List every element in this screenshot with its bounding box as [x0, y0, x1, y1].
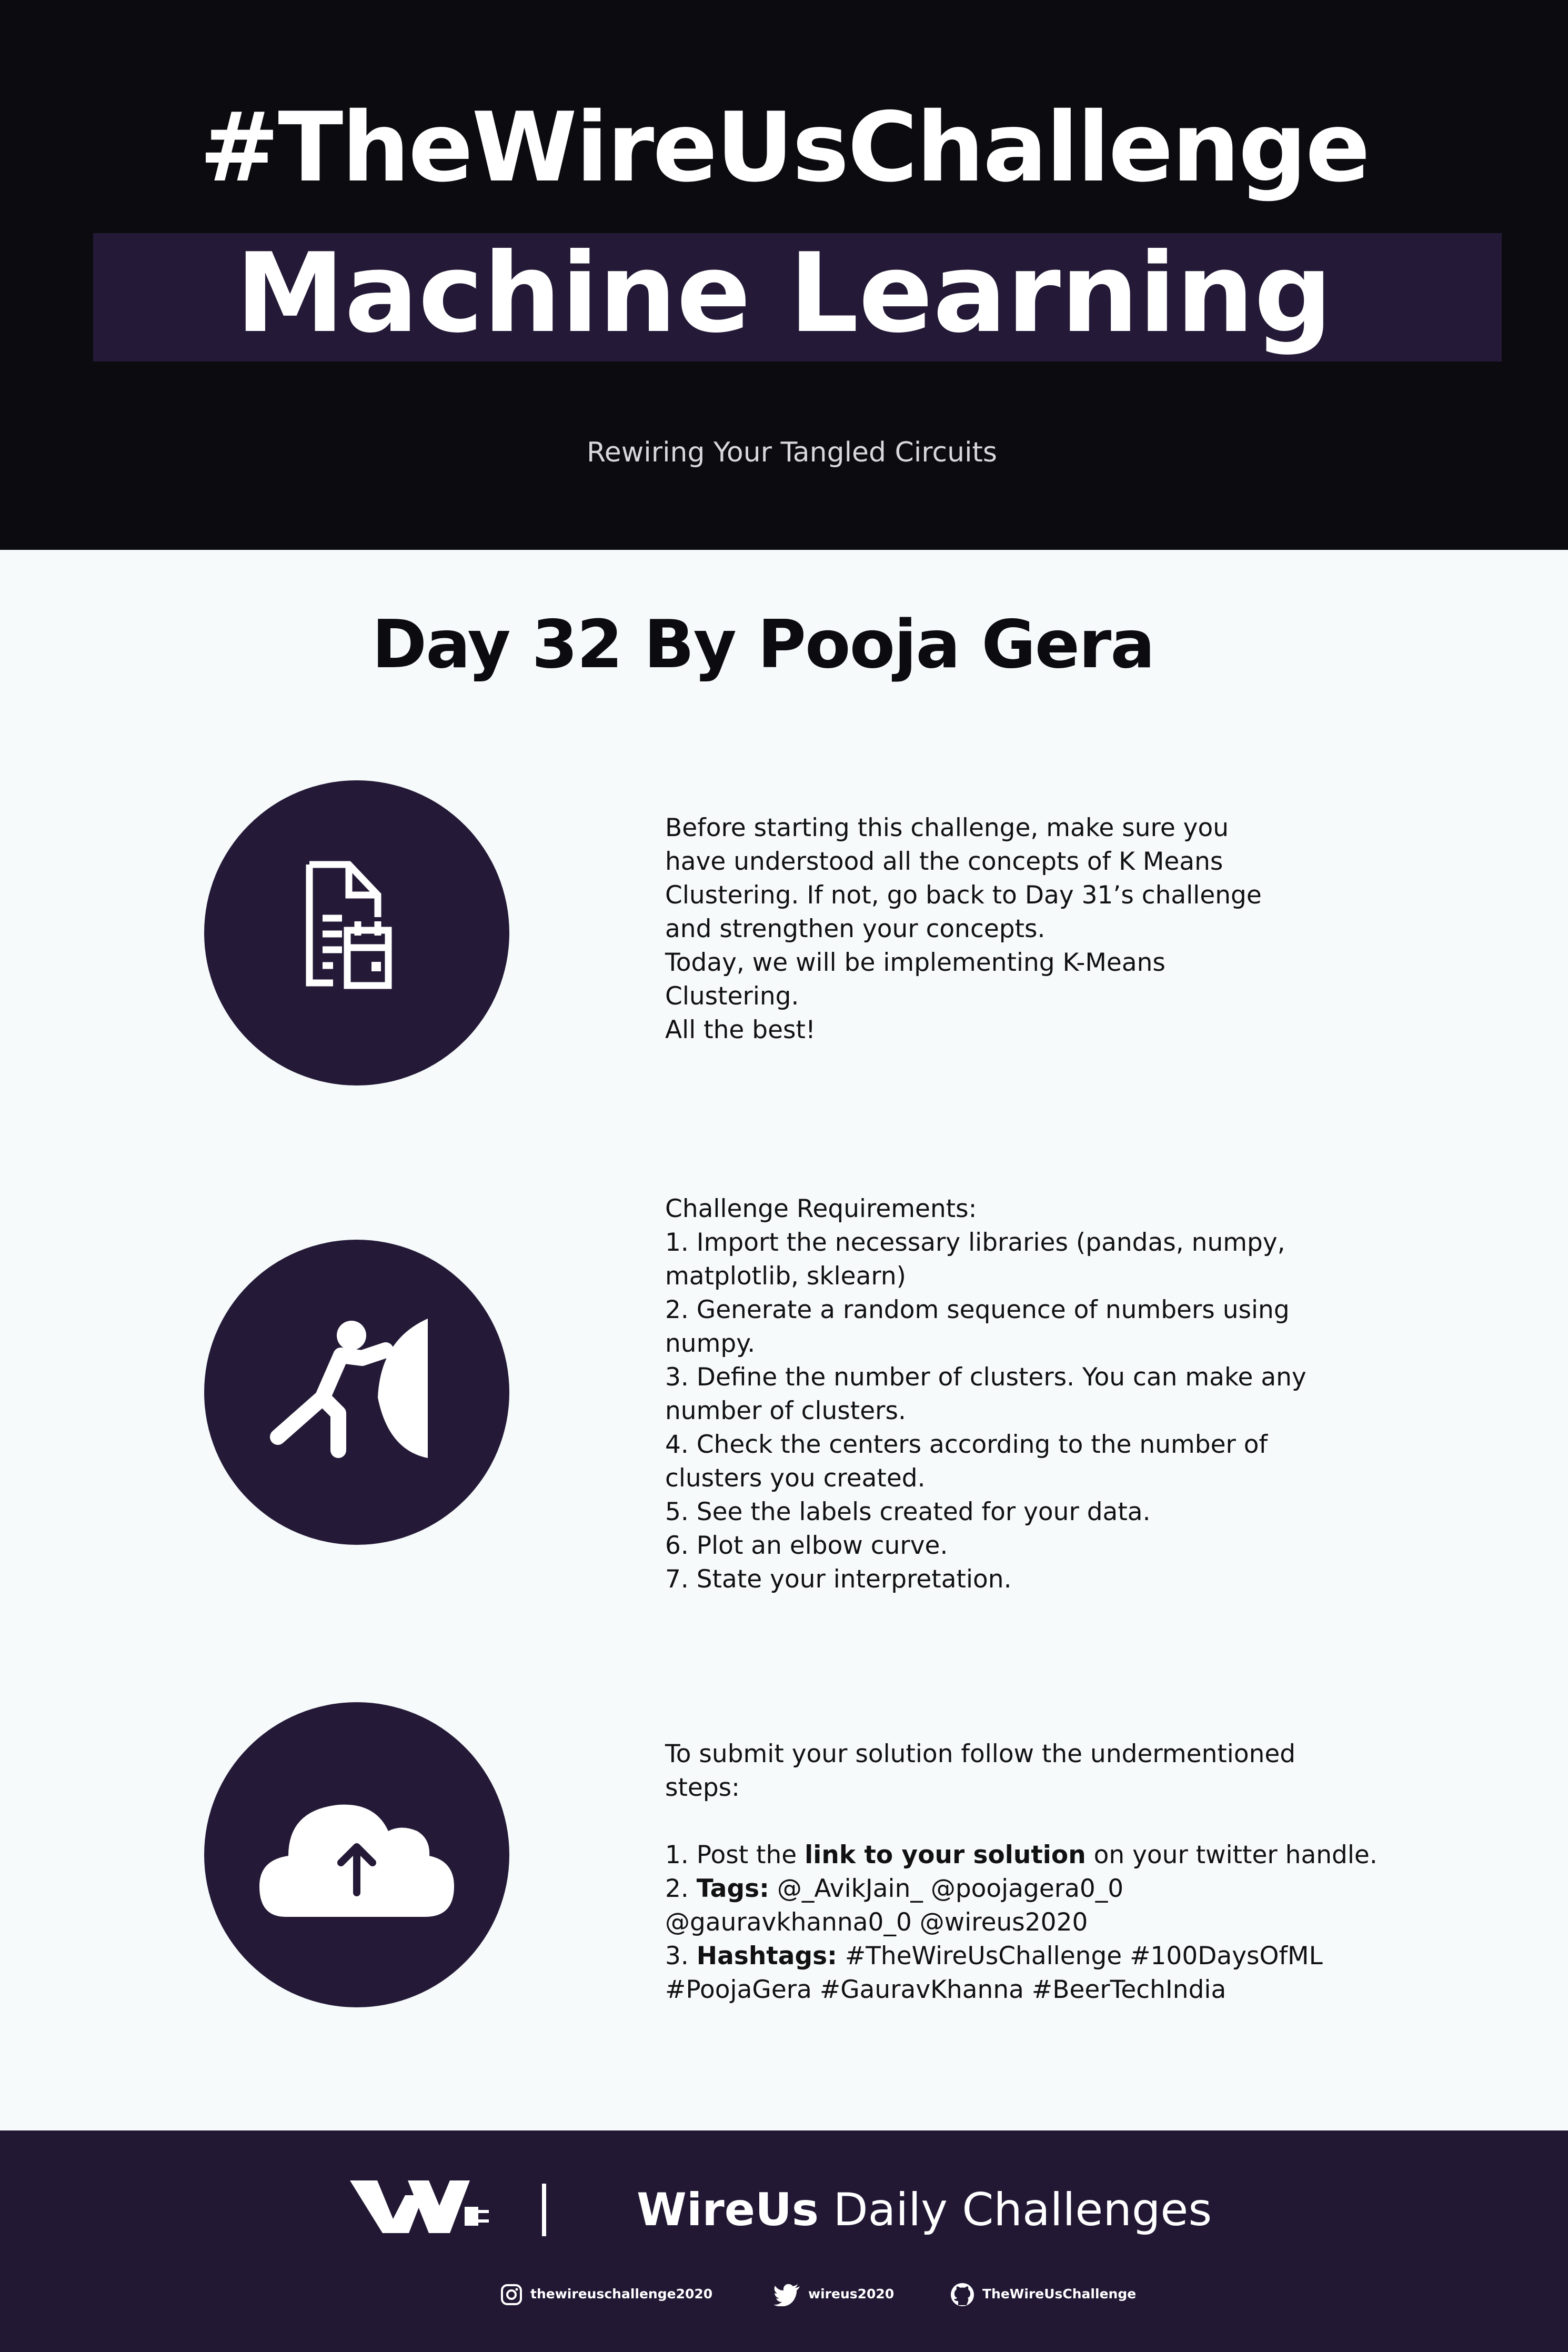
- footer-brand: WireUs Daily Challenges: [637, 2181, 1212, 2239]
- twitter-handle: wireus2020: [808, 2286, 894, 2301]
- step-1-bold: link to your solution: [805, 1841, 1086, 1869]
- footer-brand-rest: Daily Challenges: [819, 2184, 1212, 2236]
- wireus-logo-icon: [350, 2180, 489, 2233]
- day-title: Day 32 By Pooja Gera: [371, 606, 1155, 683]
- step-1-suffix: on your twitter handle.: [1085, 1841, 1378, 1869]
- github-icon: [951, 2283, 974, 2306]
- footer-divider: [542, 2184, 546, 2236]
- instagram-handle: thewireuschallenge2020: [530, 2286, 713, 2301]
- tagline: Rewiring Your Tangled Circuits: [586, 437, 998, 468]
- tags-text: @_AvikJain_ @poojagera0_0 @gauravkhanna0…: [665, 1874, 1124, 1937]
- twitter-link[interactable]: wireus2020: [773, 2281, 894, 2307]
- cloud-upload-icon: [204, 1702, 509, 2007]
- person-pushing-wall-icon: [204, 1240, 509, 1545]
- github-handle: TheWireUsChallenge: [982, 2286, 1137, 2301]
- submission-text: To submit your solution follow the under…: [665, 1737, 1439, 2007]
- instagram-icon: [501, 2284, 522, 2305]
- github-link[interactable]: TheWireUsChallenge: [950, 2281, 1136, 2307]
- subtitle-band: [93, 233, 1502, 361]
- step-3-label: 3.: [665, 1942, 697, 1971]
- requirements-text: Challenge Requirements: 1. Import the ne…: [665, 1194, 1306, 1594]
- page-subtitle: Machine Learning: [235, 230, 1333, 357]
- step-2-label: 2.: [665, 1874, 697, 1903]
- hashtags-text: #TheWireUsChallenge #100DaysOfML #PoojaG…: [665, 1942, 1323, 2004]
- submission-intro: To submit your solution follow the under…: [665, 1740, 1296, 1802]
- step-1-prefix: 1. Post the: [665, 1841, 805, 1869]
- document-calendar-icon: [204, 780, 509, 1085]
- hashtags-label: Hashtags:: [696, 1942, 837, 1971]
- footer-brand-bold: WireUs: [637, 2184, 819, 2236]
- instagram-link[interactable]: thewireuschallenge2020: [500, 2281, 712, 2307]
- page-title: #TheWireUsChallenge: [199, 92, 1371, 203]
- tags-label: Tags:: [696, 1874, 769, 1903]
- section-intro-text: Before starting this challenge, make sur…: [665, 813, 1262, 1044]
- footer: [0, 2130, 1568, 2352]
- twitter-icon: [773, 2284, 800, 2307]
